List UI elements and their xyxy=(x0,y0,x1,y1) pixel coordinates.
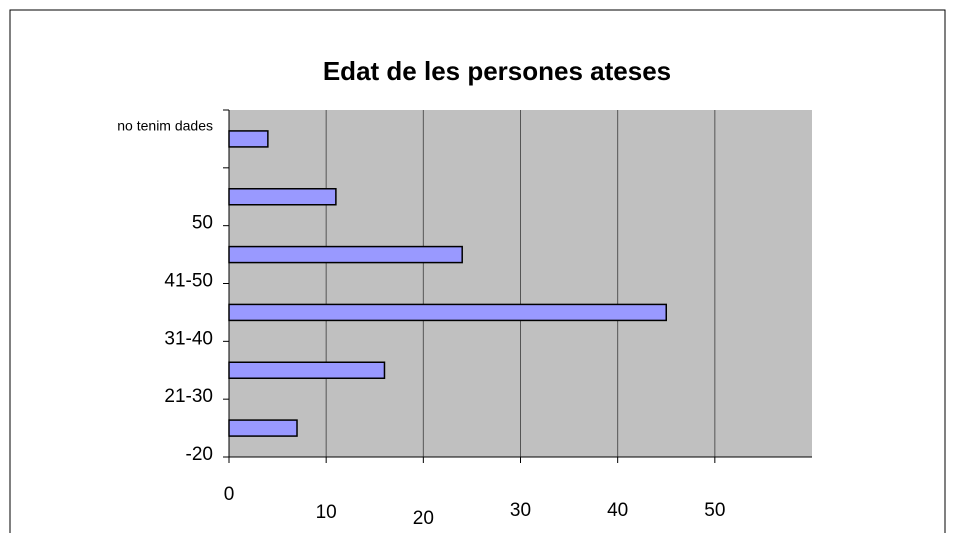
x-tick-label: 30 xyxy=(510,500,531,521)
bar xyxy=(228,361,386,379)
y-tick-label: 50 xyxy=(192,213,213,234)
bar xyxy=(228,419,298,437)
x-tick-label: 50 xyxy=(704,500,725,521)
y-tick-label: 41-50 xyxy=(164,271,213,292)
frame xyxy=(9,9,946,533)
bar xyxy=(228,130,269,148)
bar xyxy=(228,188,337,206)
y-tick-label: 21-30 xyxy=(164,386,213,407)
bar xyxy=(228,245,463,264)
chart-title: Edat de les persones ateses xyxy=(323,56,671,86)
bar xyxy=(228,303,667,322)
y-tick-label: no tenim dades xyxy=(117,118,213,134)
x-tick-label: 20 xyxy=(413,508,434,529)
y-tick-label: -20 xyxy=(186,444,213,465)
x-tick-label: 0 xyxy=(224,484,235,505)
x-tick-label: 40 xyxy=(607,500,628,521)
x-tick-label: 10 xyxy=(316,502,337,523)
y-tick-label: 31-40 xyxy=(164,328,213,349)
